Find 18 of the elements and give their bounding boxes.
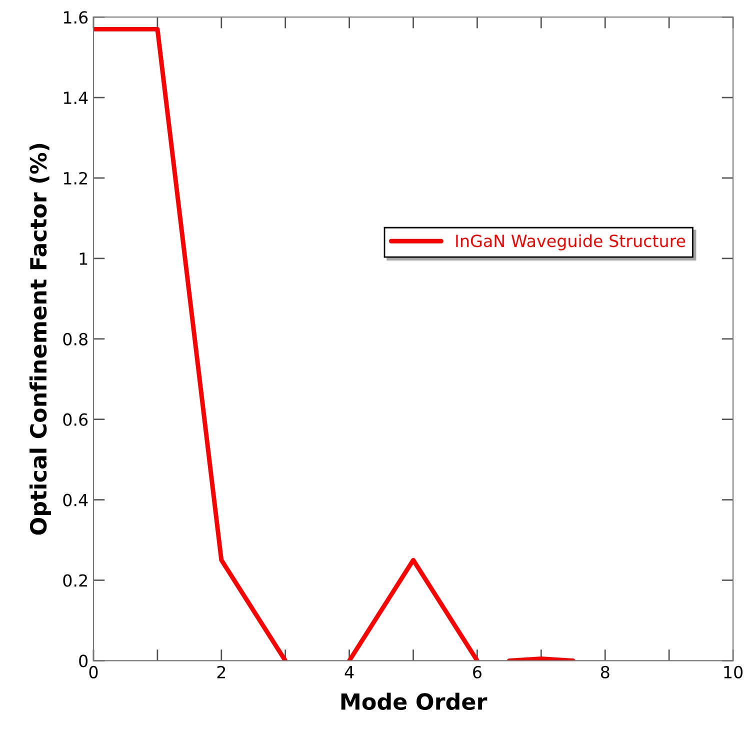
y-tick-label: 0.6 <box>63 413 88 426</box>
y-tick-label: 1.6 <box>64 11 88 24</box>
x-tick-label: 8 <box>600 666 610 678</box>
legend-label: InGaN Waveguide Structure <box>456 234 686 250</box>
x-tick-label: 4 <box>344 666 354 678</box>
x-tick-label: 10 <box>724 666 743 678</box>
x-tick-label: 2 <box>217 666 226 678</box>
y-tick-label: 1.4 <box>64 92 88 104</box>
y-tick-label: 0 <box>79 654 88 668</box>
y-axis-title: Optical Confinement Factor (%) <box>30 144 52 535</box>
y-tick-label: 1.2 <box>64 172 87 184</box>
x-tick-label: 0 <box>89 666 98 678</box>
x-axis-title: Mode Order <box>341 692 488 710</box>
y-tick-label: 1 <box>80 252 88 265</box>
x-tick-label: 6 <box>473 666 482 678</box>
y-tick-label: 0.8 <box>63 332 88 346</box>
y-tick-label: 0.2 <box>63 574 87 587</box>
y-tick-label: 0.4 <box>63 494 88 506</box>
